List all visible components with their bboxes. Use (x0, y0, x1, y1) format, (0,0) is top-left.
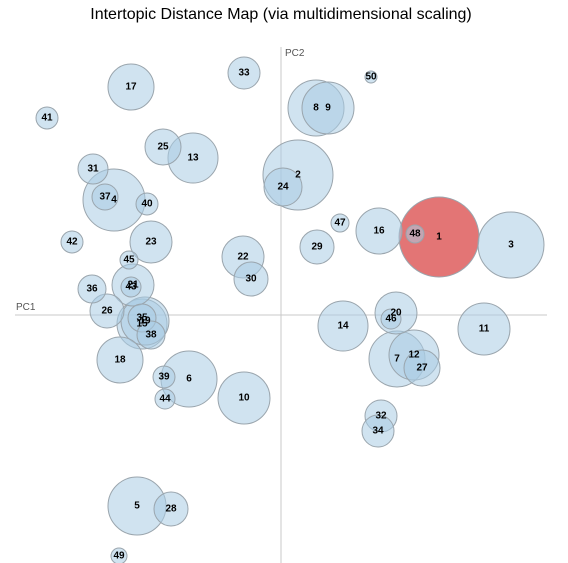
topic-37-circle[interactable] (91, 183, 119, 211)
topic-26-label: 26 (101, 306, 113, 317)
topic-35-label: 35 (136, 313, 148, 324)
topic-9-circle[interactable] (301, 81, 355, 135)
topic-25-circle[interactable] (144, 128, 182, 166)
topic-34-circle[interactable] (361, 414, 395, 448)
topic-41-label: 41 (41, 113, 53, 124)
topic-28-circle[interactable] (153, 491, 189, 527)
topic-10-circle[interactable] (217, 371, 271, 425)
topic-3-circle[interactable] (477, 211, 545, 279)
topic-16-circle[interactable] (355, 207, 403, 255)
topic-30-circle[interactable] (233, 261, 269, 297)
topic-39-circle[interactable] (152, 365, 176, 389)
topic-43-label: 43 (125, 282, 137, 293)
topic-21-label: 21 (127, 280, 139, 291)
topic-40-label: 40 (141, 199, 153, 210)
topic-41-circle[interactable] (35, 106, 59, 130)
topic-49-label: 49 (113, 551, 125, 562)
topic-46-circle[interactable] (380, 308, 402, 330)
topic-14-label: 14 (337, 321, 349, 332)
topic-4-label: 4 (111, 195, 117, 206)
topic-45-label: 45 (123, 255, 135, 266)
topic-36-label: 36 (86, 284, 98, 295)
topic-29-label: 29 (311, 242, 323, 253)
topic-38-label: 38 (145, 330, 157, 341)
topic-14-circle[interactable] (317, 300, 369, 352)
pc1-axis-label: PC1 (16, 302, 36, 313)
topic-44-label: 44 (159, 394, 171, 405)
topic-31-label: 31 (87, 164, 99, 175)
topic-48-label: 48 (409, 229, 421, 240)
topic-15-label: 15 (136, 319, 148, 330)
topic-20-label: 20 (390, 308, 402, 319)
topic-45-circle[interactable] (119, 250, 139, 270)
topic-31-circle[interactable] (77, 153, 109, 185)
topic-16-label: 16 (373, 226, 385, 237)
topic-7-label: 7 (394, 354, 400, 365)
topic-11-circle[interactable] (457, 302, 511, 356)
topic-44-circle[interactable] (154, 388, 176, 410)
topic-37-label: 37 (99, 192, 111, 203)
topic-50-circle[interactable] (364, 70, 378, 84)
topic-11-label: 11 (479, 324, 490, 335)
topic-47-circle[interactable] (330, 213, 350, 233)
topic-43-circle[interactable] (120, 276, 142, 298)
topic-18-label: 18 (114, 355, 126, 366)
topic-1-label: 1 (436, 232, 442, 243)
topic-25-label: 25 (157, 142, 169, 153)
topic-33-label: 33 (238, 68, 250, 79)
topic-9-label: 9 (325, 103, 331, 114)
topic-27-circle[interactable] (403, 349, 441, 387)
topic-12-label: 12 (408, 350, 420, 361)
topic-8-label: 8 (313, 103, 319, 114)
topic-34-label: 34 (372, 426, 384, 437)
topic-33-circle[interactable] (227, 56, 261, 90)
topic-22-label: 22 (237, 252, 249, 263)
topic-19-label: 19 (139, 316, 151, 327)
topic-18-circle[interactable] (96, 336, 144, 384)
topic-circles (35, 56, 545, 563)
topic-3-label: 3 (508, 240, 514, 251)
topic-36-circle[interactable] (77, 274, 107, 304)
topic-27-label: 27 (416, 363, 428, 374)
topic-17-circle[interactable] (107, 63, 155, 111)
topic-2-label: 2 (295, 170, 301, 181)
topic-46-label: 46 (385, 314, 397, 325)
topic-26-circle[interactable] (89, 293, 125, 329)
topic-40-circle[interactable] (135, 192, 159, 216)
topic-23-label: 23 (145, 237, 157, 248)
topic-42-label: 42 (66, 237, 78, 248)
topic-29-circle[interactable] (299, 229, 335, 265)
topic-50-label: 50 (365, 72, 377, 83)
topic-6-label: 6 (186, 374, 192, 385)
topic-39-label: 39 (158, 372, 170, 383)
topic-23-circle[interactable] (129, 220, 173, 264)
topic-24-label: 24 (277, 182, 289, 193)
topic-10-label: 10 (238, 393, 250, 404)
topic-24-circle[interactable] (263, 167, 303, 207)
chart-title: Intertopic Distance Map (via multidimens… (90, 6, 472, 23)
topic-47-label: 47 (334, 218, 346, 229)
pc2-axis-label: PC2 (285, 48, 305, 59)
topic-28-label: 28 (165, 504, 177, 515)
topic-42-circle[interactable] (60, 230, 84, 254)
topic-48-circle[interactable] (405, 224, 425, 244)
topic-5-label: 5 (134, 501, 140, 512)
topic-32-label: 32 (375, 411, 387, 422)
topic-49-circle[interactable] (110, 547, 128, 563)
topic-17-label: 17 (125, 82, 137, 93)
topic-13-label: 13 (187, 153, 199, 164)
topic-38-circle[interactable] (136, 320, 166, 350)
topic-30-label: 30 (245, 274, 257, 285)
